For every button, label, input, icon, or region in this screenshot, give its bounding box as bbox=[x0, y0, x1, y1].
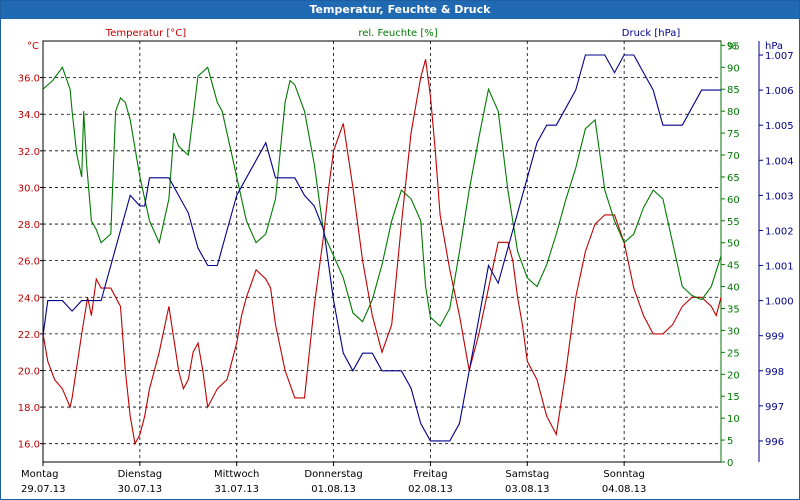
humidity-tick-label: 95 bbox=[727, 41, 740, 52]
pressure-tick-label: 1.006 bbox=[765, 86, 794, 97]
temperature-tick-label: 28.0 bbox=[18, 220, 40, 231]
humidity-tick-label: 55 bbox=[727, 217, 740, 228]
humidity-tick-label: 65 bbox=[727, 173, 740, 184]
x-tick-date-label: 04.08.13 bbox=[602, 484, 647, 495]
temperature-tick-label: 18.0 bbox=[18, 403, 40, 414]
humidity-tick-label: 0 bbox=[727, 458, 733, 469]
x-tick-day-label: Donnerstag bbox=[304, 469, 362, 480]
humidity-tick-label: 80 bbox=[727, 107, 740, 118]
humidity-tick-label: 50 bbox=[727, 239, 740, 250]
x-tick-day-label: Dienstag bbox=[118, 469, 163, 480]
pressure-axis-title: Druck [hPa] bbox=[622, 28, 681, 39]
humidity-tick-label: 45 bbox=[727, 261, 740, 272]
temperature-tick-label: 34.0 bbox=[18, 110, 40, 121]
humidity-tick-label: 35 bbox=[727, 305, 740, 316]
x-tick-day-label: Sonntag bbox=[603, 469, 645, 480]
humidity-tick-label: 5 bbox=[727, 436, 733, 447]
pressure-tick-label: 1.005 bbox=[765, 121, 794, 132]
pressure-series-line bbox=[42, 54, 721, 442]
humidity-tick-label: 85 bbox=[727, 85, 740, 96]
pressure-tick-label: 1.000 bbox=[765, 297, 794, 308]
x-tick-day-label: Samstag bbox=[505, 469, 549, 480]
temperature-tick-label: 32.0 bbox=[18, 147, 40, 158]
humidity-axis-title: rel. Feuchte [%] bbox=[358, 28, 437, 39]
pressure-tick-label: 999 bbox=[765, 332, 784, 343]
x-tick-date-label: 01.08.13 bbox=[311, 484, 356, 495]
humidity-tick-label: 25 bbox=[727, 348, 740, 359]
temperature-tick-label: 26.0 bbox=[18, 257, 40, 268]
temperature-tick-label: 36.0 bbox=[18, 74, 40, 85]
humidity-tick-label: 60 bbox=[727, 195, 740, 206]
pressure-unit-label: hPa bbox=[765, 41, 783, 52]
pressure-tick-label: 997 bbox=[765, 402, 784, 413]
x-tick-date-label: 30.07.13 bbox=[118, 484, 163, 495]
temperature-tick-label: 24.0 bbox=[18, 293, 40, 304]
temperature-tick-label: 30.0 bbox=[18, 183, 40, 194]
humidity-tick-label: 20 bbox=[727, 370, 740, 381]
humidity-tick-label: 10 bbox=[727, 414, 740, 425]
x-tick-date-label: 29.07.13 bbox=[21, 484, 66, 495]
humidity-tick-label: 90 bbox=[727, 63, 740, 74]
humidity-tick-label: 30 bbox=[727, 326, 740, 337]
x-tick-day-label: Montag bbox=[21, 469, 58, 480]
temperature-tick-label: 16.0 bbox=[18, 440, 40, 451]
pressure-tick-label: 1.003 bbox=[765, 191, 794, 202]
x-tick-date-label: 31.07.13 bbox=[214, 484, 259, 495]
pressure-tick-label: 1.007 bbox=[765, 51, 794, 62]
temperature-tick-label: 20.0 bbox=[18, 366, 40, 377]
humidity-tick-label: 40 bbox=[727, 283, 740, 294]
pressure-tick-label: 998 bbox=[765, 367, 784, 378]
humidity-tick-label: 15 bbox=[727, 392, 740, 403]
temperature-tick-label: 22.0 bbox=[18, 330, 40, 341]
pressure-tick-label: 1.002 bbox=[765, 226, 794, 237]
humidity-tick-label: 75 bbox=[727, 129, 740, 140]
plot-area-border bbox=[42, 40, 722, 463]
x-tick-day-label: Mittwoch bbox=[214, 469, 259, 480]
x-tick-date-label: 03.08.13 bbox=[505, 484, 550, 495]
humidity-unit-label: % bbox=[727, 41, 737, 52]
humidity-series-line bbox=[42, 66, 722, 327]
pressure-tick-label: 1.001 bbox=[765, 262, 794, 273]
temperature-series-line bbox=[42, 59, 722, 446]
x-tick-date-label: 02.08.13 bbox=[408, 484, 453, 495]
temperature-axis-title: Temperatur [°C] bbox=[105, 28, 186, 39]
pressure-tick-label: 1.004 bbox=[765, 156, 794, 167]
chart-title: Temperatur, Feuchte & Druck bbox=[1, 1, 799, 19]
humidity-tick-label: 70 bbox=[727, 151, 740, 162]
pressure-tick-label: 996 bbox=[765, 437, 784, 448]
x-tick-day-label: Freitag bbox=[413, 469, 447, 480]
temperature-unit-label: °C bbox=[27, 41, 39, 52]
